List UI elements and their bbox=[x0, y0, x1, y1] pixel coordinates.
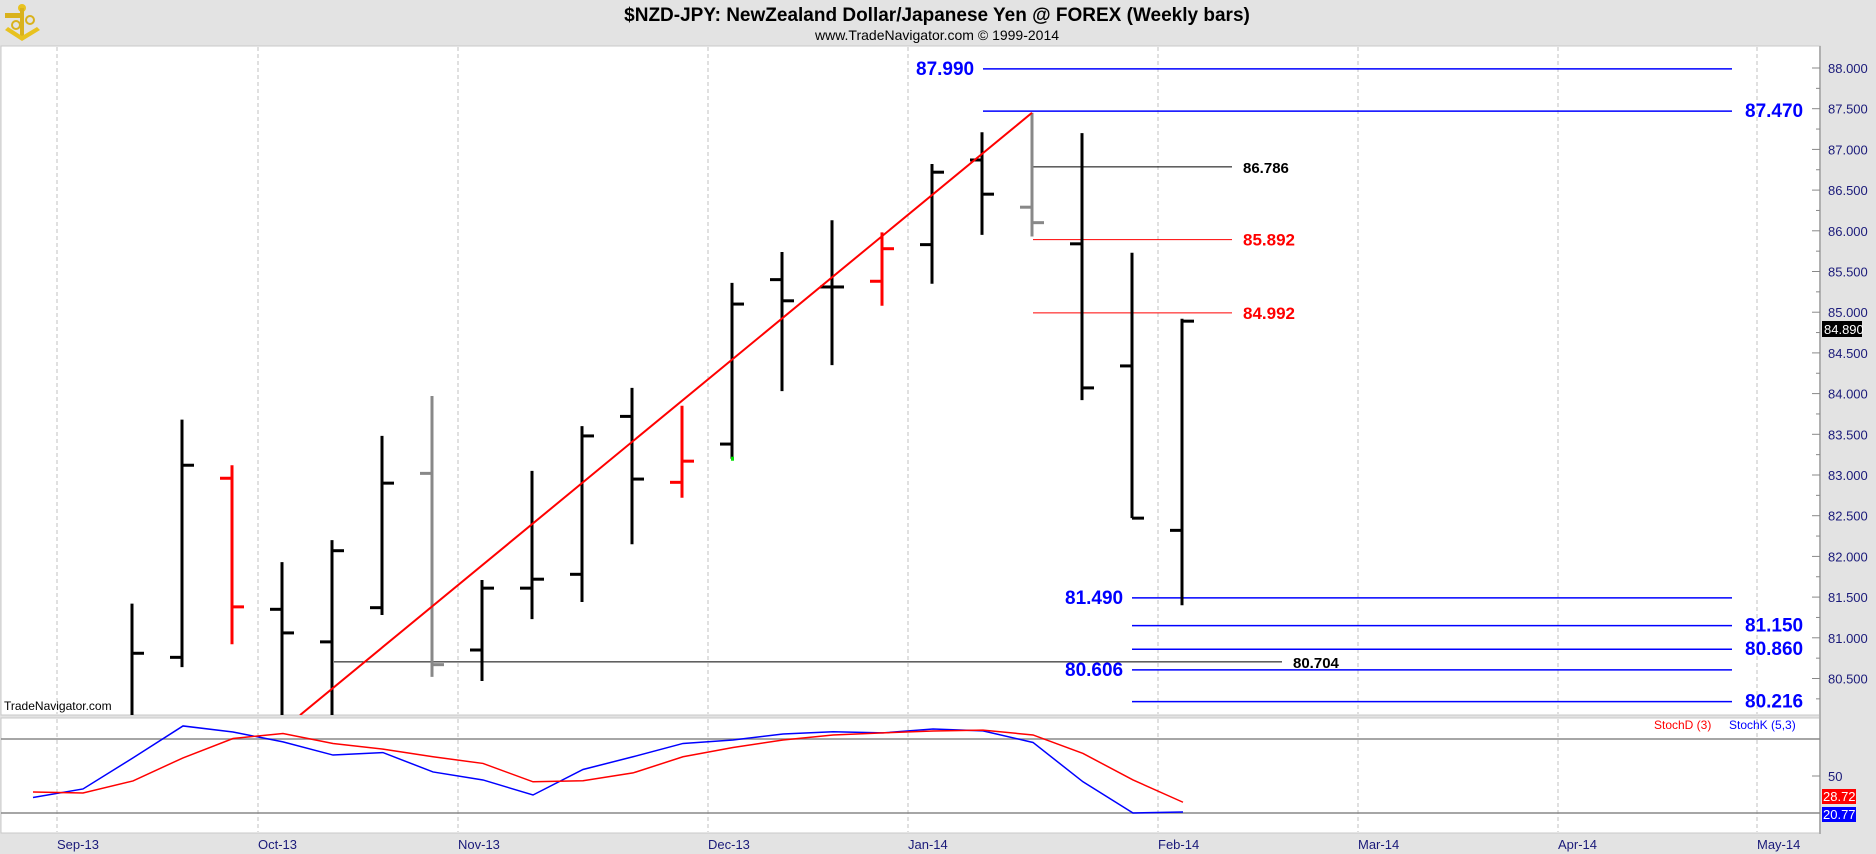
y-tick-label: 80.500 bbox=[1828, 672, 1868, 687]
stoch-k-line bbox=[32, 725, 1184, 814]
stoch-panel[interactable] bbox=[0, 717, 1821, 834]
level-label: 80.606 bbox=[1065, 660, 1123, 681]
month-label: Oct-13 bbox=[258, 837, 297, 852]
y-tick-label: 86.000 bbox=[1828, 224, 1868, 239]
stoch-k-last: 20.77 bbox=[1823, 807, 1856, 822]
y-tick-label: 82.500 bbox=[1828, 509, 1868, 524]
level-label: 81.490 bbox=[1065, 588, 1123, 609]
month-label: Dec-13 bbox=[708, 837, 750, 852]
levels: 87.990 87.470 86.786 85.892 84.992 81.490 81.1… bbox=[334, 59, 1803, 713]
y-tick-label: 87.000 bbox=[1828, 142, 1868, 157]
level-label: 84.992 bbox=[1243, 304, 1295, 323]
y-axis: 88.000 87.500 87.000 86.500 86.000 85.500 85.0… bbox=[1812, 61, 1868, 777]
stoch-d-line bbox=[32, 729, 1184, 803]
stoch-d-last: 28.72 bbox=[1823, 789, 1856, 804]
level-label: 80.704 bbox=[1293, 655, 1340, 672]
y-tick-label: 88.000 bbox=[1828, 61, 1868, 76]
chart-title: $NZD-JPY: NewZealand Dollar/Japanese Yen… bbox=[624, 5, 1250, 26]
watermark: TradeNavigator.com bbox=[4, 699, 112, 713]
y-tick-label: 85.000 bbox=[1828, 305, 1868, 320]
last-price-value: 84.890 bbox=[1824, 322, 1864, 337]
stoch-d-legend: StochD (3) bbox=[1654, 718, 1711, 732]
level-label: 81.150 bbox=[1745, 616, 1803, 637]
signal-dot bbox=[731, 456, 734, 461]
month-label: May-14 bbox=[1757, 837, 1800, 852]
y-tick-label: 86.500 bbox=[1828, 183, 1868, 198]
month-label: Feb-14 bbox=[1158, 837, 1199, 852]
stoch-d-tag bbox=[1822, 789, 1856, 804]
y-tick-label: 84.500 bbox=[1828, 346, 1868, 361]
stoch bbox=[1, 725, 1820, 814]
stoch-k-legend: StochK (5,3) bbox=[1729, 718, 1796, 732]
y-tick-label: 81.000 bbox=[1828, 631, 1868, 646]
month-label: Apr-14 bbox=[1558, 837, 1597, 852]
trend bbox=[299, 111, 1033, 715]
y-tick-label: 81.500 bbox=[1828, 590, 1868, 605]
month-label: Sep-13 bbox=[57, 837, 99, 852]
price-axis[interactable] bbox=[1820, 46, 1876, 834]
level-label: 86.786 bbox=[1243, 160, 1289, 177]
level-label: 80.216 bbox=[1745, 692, 1803, 713]
trendline bbox=[299, 111, 1033, 715]
y-tick-label: 83.500 bbox=[1828, 427, 1868, 442]
level-label: 80.860 bbox=[1745, 639, 1803, 660]
grid bbox=[56, 47, 1758, 832]
y-tick-label: 83.000 bbox=[1828, 468, 1868, 483]
price-panel[interactable] bbox=[0, 45, 1821, 716]
month-label: Jan-14 bbox=[908, 837, 948, 852]
y-tick-label: 82.000 bbox=[1828, 549, 1868, 564]
sextant-logo-icon bbox=[5, 4, 40, 41]
last-price-tag bbox=[1822, 321, 1862, 337]
month-label: Mar-14 bbox=[1358, 837, 1399, 852]
level-label: 85.892 bbox=[1243, 231, 1295, 250]
stoch-axis-tick: 50 bbox=[1828, 769, 1842, 784]
y-tick-label: 84.000 bbox=[1828, 387, 1868, 402]
header-bar bbox=[0, 0, 1876, 46]
chart-subtitle: www.TradeNavigator.com © 1999-2014 bbox=[814, 27, 1059, 43]
level-label: 87.990 bbox=[916, 59, 974, 80]
month-label: Nov-13 bbox=[458, 837, 500, 852]
x-axis: Sep-13 Oct-13 Nov-13 Dec-13 Jan-14 Feb-14 Mar-… bbox=[57, 837, 1800, 852]
y-tick-label: 85.500 bbox=[1828, 265, 1868, 280]
bars bbox=[130, 112, 1194, 715]
stoch-k-tag bbox=[1822, 807, 1856, 822]
level-label: 87.470 bbox=[1745, 101, 1803, 122]
y-tick-label: 87.500 bbox=[1828, 102, 1868, 117]
